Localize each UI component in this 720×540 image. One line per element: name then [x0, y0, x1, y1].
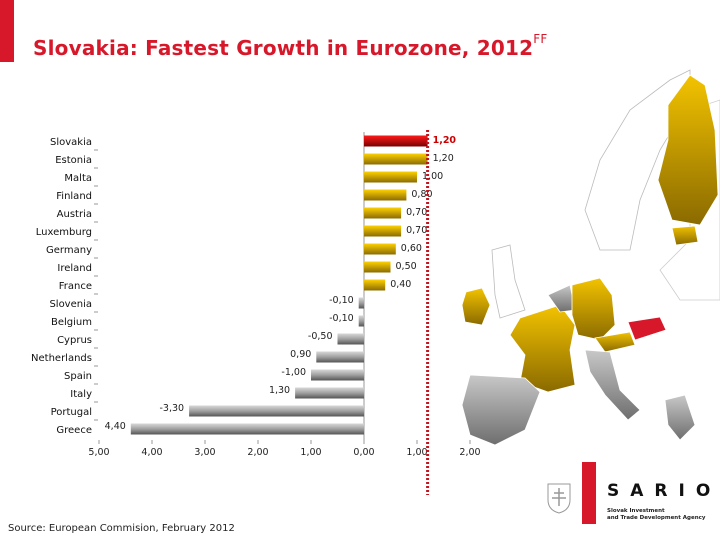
data-label: 0,80: [411, 189, 432, 200]
bar-austria: [364, 207, 402, 219]
x-tick-label: 1,00: [406, 447, 427, 458]
x-tick-label: 1,00: [300, 447, 321, 458]
bar-netherlands: [316, 351, 364, 363]
bar-italy: [295, 387, 364, 399]
map-outline-scandinavia: [584, 69, 691, 251]
data-label: 0,70: [406, 225, 427, 236]
x-tick-label: 4,00: [141, 447, 162, 458]
category-label: Finland: [56, 191, 92, 202]
category-label: France: [59, 281, 92, 292]
map-greece: [664, 394, 696, 441]
bar-spain: [311, 369, 364, 381]
map-austria: [594, 331, 636, 353]
sario-logo: SARIO: [607, 481, 720, 501]
sario-subtitle: Slovak Investment and Trade Development A…: [607, 508, 717, 522]
map-finland: [657, 74, 719, 226]
slovak-crest-icon: [547, 483, 571, 514]
category-label: Slovenia: [49, 299, 92, 310]
data-label: 1,20: [433, 135, 457, 146]
map-ireland: [461, 287, 491, 326]
data-label: 0,60: [401, 243, 422, 254]
bar-portugal: [189, 405, 364, 417]
x-tick-label: 2,00: [459, 447, 480, 458]
source-note: Source: European Commision, February 201…: [8, 523, 235, 534]
data-label: -3,30: [160, 403, 185, 414]
category-label: Belgium: [51, 317, 92, 328]
data-label: 4,40: [105, 421, 126, 432]
data-label: -1,00: [281, 367, 306, 378]
bar-belgium: [358, 315, 364, 327]
category-label: Greece: [56, 425, 92, 436]
data-label: 0,90: [290, 349, 311, 360]
category-label: Austria: [57, 209, 92, 220]
category-label: Estonia: [55, 155, 92, 166]
category-label: Italy: [70, 389, 92, 400]
bar-luxemburg: [364, 225, 402, 237]
page-title: Slovakia: Fastest Growth in Eurozone, 20…: [33, 32, 547, 60]
bar-slovenia: [358, 297, 364, 309]
data-label: 0,70: [406, 207, 427, 218]
category-label: Spain: [64, 371, 92, 382]
x-tick-label: 5,00: [88, 447, 109, 458]
bar-greece: [130, 423, 364, 435]
title-superscript: FF: [533, 32, 548, 46]
category-label: Malta: [64, 173, 92, 184]
map-slovakia: [627, 316, 667, 341]
bar-germany: [364, 243, 396, 255]
title-accent-bar: [0, 0, 14, 62]
sario-subtitle-line1: Slovak Investment: [607, 508, 665, 514]
bar-slovakia: [364, 135, 428, 147]
map-estonia: [671, 225, 699, 246]
data-label: 1,30: [269, 385, 290, 396]
category-label: Cyprus: [57, 335, 92, 346]
bar-france: [364, 279, 386, 291]
map-italy: [584, 349, 641, 421]
data-label: 0,50: [396, 261, 417, 272]
bar-cyprus: [337, 333, 364, 345]
category-label: Germany: [46, 245, 92, 256]
category-label: Luxemburg: [36, 227, 92, 238]
category-label: Ireland: [57, 263, 92, 274]
x-tick-label: 0,00: [353, 447, 374, 458]
bar-estonia: [364, 153, 428, 165]
map-spain-portugal: [461, 374, 541, 446]
data-label: -0,50: [308, 331, 333, 342]
bar-ireland: [364, 261, 391, 273]
bar-malta: [364, 171, 417, 183]
map-france: [509, 304, 576, 393]
title-text: Slovakia: Fastest Growth in Eurozone, 20…: [33, 36, 534, 60]
x-tick-label: 3,00: [194, 447, 215, 458]
bar-finland: [364, 189, 407, 201]
x-tick-label: 2,00: [247, 447, 268, 458]
sario-subtitle-line2: and Trade Development Agency: [607, 515, 706, 521]
data-label: 1,20: [433, 153, 454, 164]
category-label: Netherlands: [31, 353, 92, 364]
europe-map: [461, 69, 720, 446]
data-label: 1,00: [422, 171, 443, 182]
category-label: Portugal: [51, 407, 92, 418]
data-label: -0,10: [329, 313, 354, 324]
data-label: 0,40: [390, 279, 411, 290]
data-label: -0,10: [329, 295, 354, 306]
category-label: Slovakia: [50, 137, 92, 148]
map-germany: [571, 277, 616, 341]
logo-accent-bar: [582, 462, 596, 524]
map-uk: [491, 244, 526, 319]
